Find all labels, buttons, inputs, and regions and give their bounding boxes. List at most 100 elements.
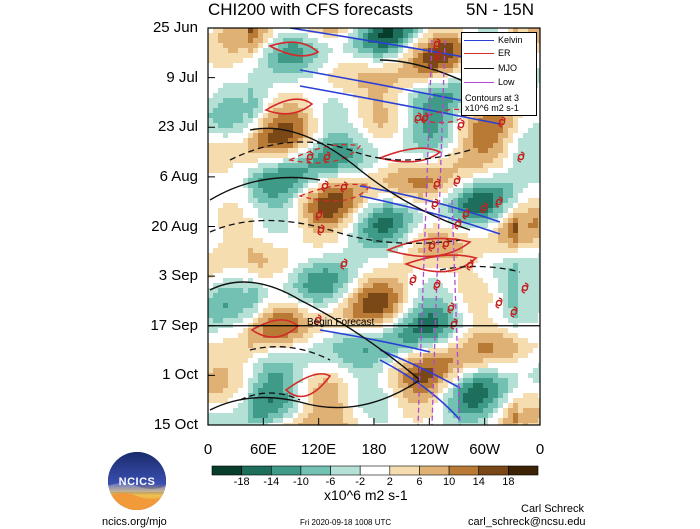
anomaly-cell [223, 213, 228, 218]
anomaly-cell [233, 93, 238, 98]
anomaly-cell [448, 133, 453, 138]
anomaly-cell [538, 43, 540, 48]
anomaly-cell [253, 143, 258, 148]
anomaly-cell [318, 298, 323, 303]
anomaly-cell [278, 173, 283, 178]
storm-marker-arm [424, 112, 429, 118]
anomaly-cell [448, 228, 453, 233]
anomaly-cell [528, 423, 533, 425]
anomaly-cell [318, 383, 323, 388]
anomaly-cell [348, 418, 353, 423]
anomaly-cell [338, 343, 343, 348]
anomaly-cell [338, 393, 343, 398]
anomaly-cell [443, 363, 448, 368]
anomaly-cell [283, 223, 288, 228]
anomaly-cell [368, 383, 373, 388]
anomaly-cell [463, 248, 468, 253]
anomaly-cell [408, 403, 413, 408]
anomaly-cell [298, 413, 303, 418]
anomaly-cell [308, 228, 313, 233]
storm-marker-arm [454, 224, 459, 230]
anomaly-cell [288, 138, 293, 143]
anomaly-cell [493, 28, 498, 33]
anomaly-cell [248, 73, 253, 78]
anomaly-cell [368, 183, 373, 188]
anomaly-cell [403, 228, 408, 233]
anomaly-cell [268, 418, 273, 423]
anomaly-cell [383, 288, 388, 293]
anomaly-cell [263, 223, 268, 228]
anomaly-cell [258, 148, 263, 153]
legend-swatch-mjo [464, 67, 494, 69]
anomaly-cell [513, 423, 518, 425]
anomaly-cell [468, 348, 473, 353]
anomaly-cell [293, 98, 298, 103]
anomaly-cell [408, 393, 413, 398]
anomaly-cell [343, 353, 348, 358]
anomaly-cell [448, 68, 453, 73]
anomaly-cell [303, 63, 308, 68]
anomaly-cell [228, 338, 233, 343]
anomaly-cell [503, 373, 508, 378]
anomaly-cell [393, 83, 398, 88]
storm-marker-arm [343, 258, 348, 264]
anomaly-cell [318, 223, 323, 228]
anomaly-cell [533, 263, 538, 268]
anomaly-cell [478, 313, 483, 318]
anomaly-cell [333, 388, 338, 393]
anomaly-cell [528, 303, 533, 308]
anomaly-cell [488, 178, 493, 183]
anomaly-cell [448, 263, 453, 268]
anomaly-cell [428, 243, 433, 248]
anomaly-cell [388, 233, 393, 238]
anomaly-cell [318, 193, 323, 198]
anomaly-cell [373, 93, 378, 98]
anomaly-cell [498, 333, 503, 338]
anomaly-cell [418, 48, 423, 53]
anomaly-cell [393, 88, 398, 93]
anomaly-cell [263, 68, 268, 73]
anomaly-cell [313, 53, 318, 58]
anomaly-cell [408, 213, 413, 218]
anomaly-cell [453, 193, 458, 198]
anomaly-cell [468, 343, 473, 348]
anomaly-cell [243, 343, 248, 348]
anomaly-cell [328, 293, 333, 298]
anomaly-cell [303, 338, 308, 343]
anomaly-cell [223, 118, 228, 123]
er-contour [267, 41, 320, 57]
anomaly-cell [208, 353, 213, 358]
anomaly-cell [343, 188, 348, 193]
anomaly-cell [218, 28, 223, 33]
anomaly-cell [533, 178, 538, 183]
anomaly-cell [403, 268, 408, 273]
anomaly-cell [428, 238, 433, 243]
anomaly-cell [438, 48, 443, 53]
anomaly-cell [478, 388, 483, 393]
anomaly-cell [268, 223, 273, 228]
anomaly-cell [438, 63, 443, 68]
anomaly-cell [363, 403, 368, 408]
anomaly-cell [403, 413, 408, 418]
anomaly-cell [338, 108, 343, 113]
anomaly-cell [368, 53, 373, 58]
anomaly-cell [513, 178, 518, 183]
anomaly-cell [473, 203, 478, 208]
anomaly-cell [368, 358, 373, 363]
anomaly-cell [503, 418, 508, 423]
anomaly-cell [253, 418, 258, 423]
anomaly-cell [408, 138, 413, 143]
anomaly-cell [243, 338, 248, 343]
anomaly-cell [303, 158, 308, 163]
anomaly-cell [523, 238, 528, 243]
anomaly-cell [483, 143, 488, 148]
anomaly-cell [448, 418, 453, 423]
anomaly-cell [388, 243, 393, 248]
anomaly-cell [308, 408, 313, 413]
anomaly-cell [413, 138, 418, 143]
anomaly-cell [288, 133, 293, 138]
y-tick-label: 20 Aug [151, 217, 198, 235]
anomaly-cell [498, 248, 503, 253]
anomaly-cell [483, 198, 488, 203]
anomaly-cell [403, 53, 408, 58]
